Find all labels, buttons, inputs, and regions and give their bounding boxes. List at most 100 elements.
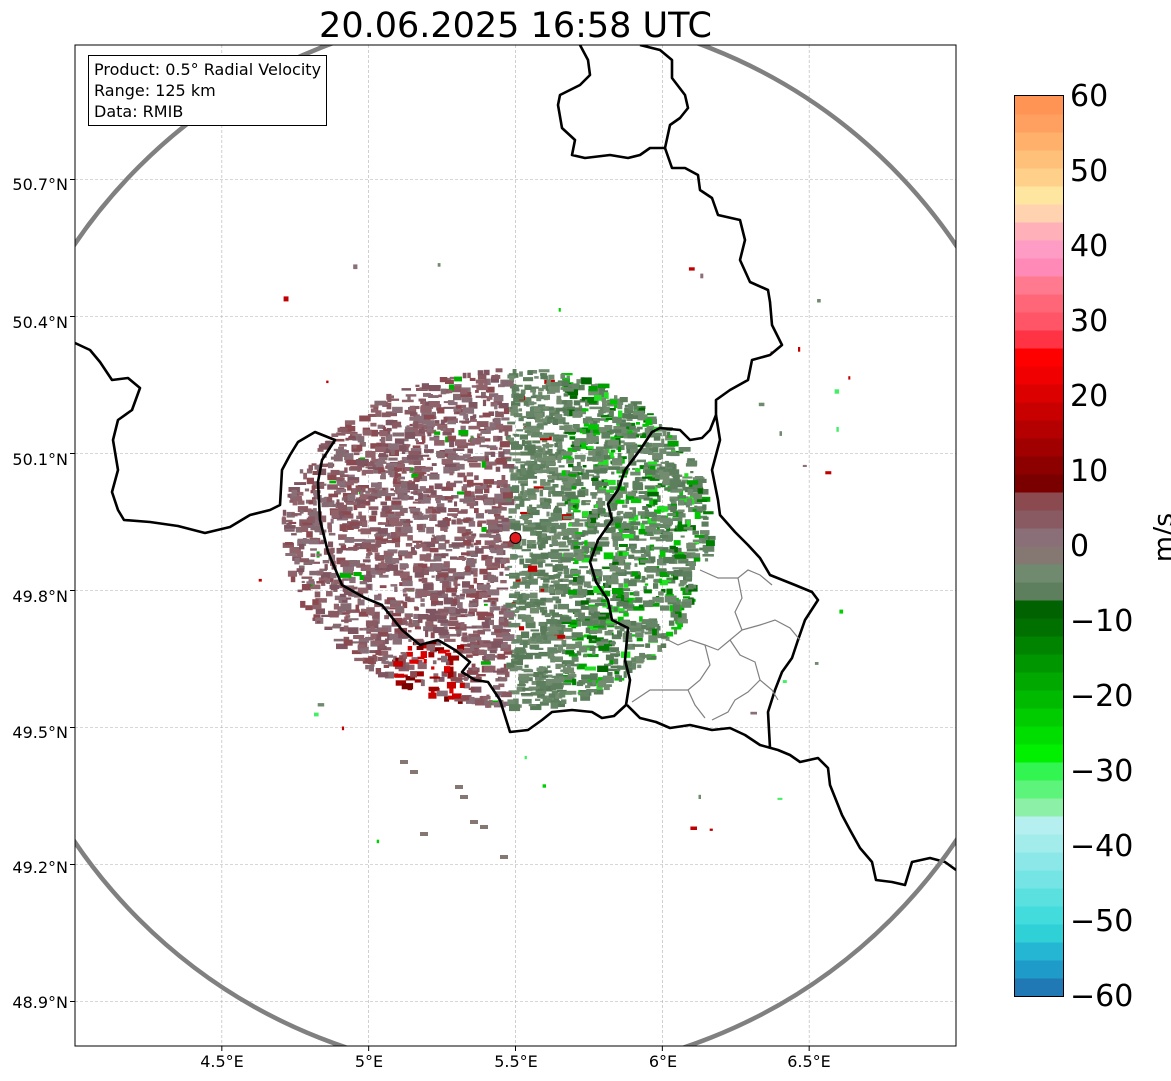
velocity-gate [413, 414, 420, 417]
colorbar-segment [1015, 510, 1063, 529]
velocity-gate [555, 619, 563, 625]
velocity-gate [479, 533, 492, 538]
velocity-gate [609, 429, 622, 433]
velocity-gate [416, 524, 423, 530]
velocity-gate [491, 375, 501, 379]
velocity-gate [566, 406, 575, 413]
velocity-gate [499, 617, 505, 623]
velocity-gate [412, 566, 422, 573]
velocity-gate [520, 679, 529, 684]
velocity-gate [550, 381, 562, 387]
velocity-gate [597, 507, 605, 514]
velocity-gate [567, 608, 580, 613]
velocity-gate [477, 584, 489, 591]
velocity-gate [607, 672, 613, 678]
velocity-gate [624, 563, 631, 570]
velocity-gate [548, 475, 558, 480]
velocity-gate [331, 514, 340, 519]
velocity-gate [426, 644, 436, 651]
velocity-gate [538, 688, 544, 692]
velocity-gate [548, 517, 554, 522]
velocity-gate [604, 455, 611, 460]
velocity-gate [616, 608, 625, 612]
velocity-gate [385, 524, 395, 527]
velocity-gate [702, 545, 715, 552]
velocity-gate [402, 652, 408, 659]
velocity-gate [462, 632, 468, 638]
velocity-gate [329, 508, 340, 511]
velocity-gate [305, 605, 313, 611]
velocity-gate [413, 638, 424, 646]
velocity-gate [342, 585, 347, 592]
velocity-gate [663, 478, 674, 485]
velocity-gate [397, 476, 405, 480]
velocity-gate [453, 393, 462, 401]
velocity-gate [318, 541, 324, 545]
velocity-gate [587, 446, 594, 449]
colorbar-tick-label: 10 [1070, 454, 1109, 489]
velocity-gate [531, 570, 541, 575]
velocity-gate [566, 375, 570, 380]
velocity-gate [656, 568, 667, 572]
velocity-gate [677, 521, 683, 527]
velocity-gate [487, 386, 495, 393]
velocity-gate [379, 431, 388, 437]
velocity-gate [429, 514, 437, 521]
velocity-gate [477, 520, 487, 524]
velocity-gate [359, 575, 364, 581]
velocity-gate [629, 425, 636, 431]
velocity-gate [484, 699, 488, 705]
velocity-gate [448, 384, 455, 391]
velocity-gate [688, 496, 694, 499]
velocity-gate [524, 583, 530, 589]
velocity-gate [500, 543, 508, 547]
velocity-gate [396, 531, 408, 537]
velocity-gate [419, 554, 431, 561]
velocity-gate [495, 368, 503, 373]
colorbar-segment [1015, 402, 1063, 421]
velocity-gate [401, 471, 407, 474]
velocity-gate [653, 509, 661, 514]
velocity-gate [623, 671, 627, 678]
velocity-gate [496, 485, 501, 489]
velocity-gate [437, 407, 445, 414]
velocity-gate [503, 611, 514, 618]
velocity-gate [673, 628, 678, 635]
velocity-gate [365, 620, 378, 627]
velocity-gate [448, 581, 452, 588]
velocity-gate [413, 460, 421, 466]
velocity-gate [577, 472, 583, 475]
velocity-gate [283, 296, 289, 302]
velocity-gate [612, 458, 621, 463]
velocity-gate [375, 668, 382, 675]
velocity-gate [531, 637, 536, 641]
velocity-gate [471, 533, 477, 537]
velocity-gate [428, 385, 441, 392]
velocity-gate [629, 624, 635, 631]
velocity-gate [581, 546, 590, 553]
velocity-gate [596, 482, 609, 485]
velocity-gate [540, 597, 547, 602]
velocity-gate [428, 652, 435, 658]
velocity-gate [494, 498, 505, 504]
velocity-gate [407, 535, 413, 541]
velocity-gate [581, 541, 585, 545]
velocity-gate [539, 607, 545, 613]
lat-tick-label: 49.5°N [12, 723, 68, 742]
velocity-gate [498, 403, 509, 409]
velocity-gate [481, 554, 489, 561]
velocity-gate [411, 434, 416, 437]
velocity-gate [317, 703, 325, 707]
velocity-gate [499, 629, 511, 632]
velocity-gate [551, 675, 559, 678]
velocity-gate [450, 428, 455, 433]
velocity-gate [428, 692, 437, 699]
velocity-gate [470, 419, 477, 422]
velocity-gate [555, 505, 559, 510]
velocity-gate [691, 554, 696, 557]
velocity-gate [371, 510, 378, 516]
velocity-gate [489, 422, 501, 429]
velocity-gate [640, 515, 650, 519]
velocity-gate [456, 583, 461, 586]
product-label: Product: 0.5° Radial Velocity [94, 60, 322, 79]
